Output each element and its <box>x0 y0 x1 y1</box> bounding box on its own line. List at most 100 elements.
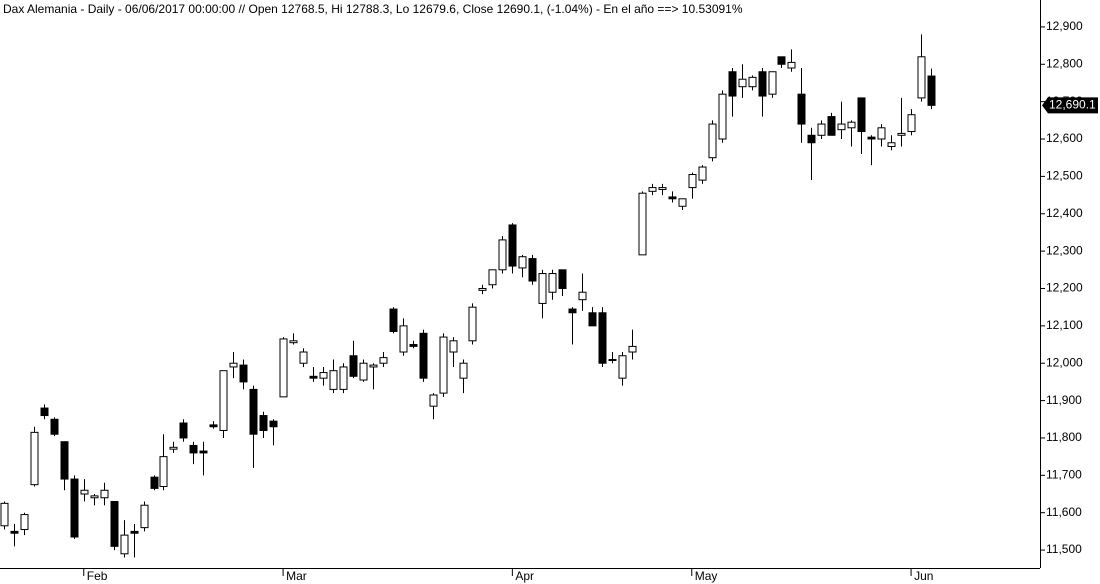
candle-body <box>239 364 248 383</box>
x-tick-label: May <box>695 569 718 583</box>
y-tick-label: 12,500 <box>1046 169 1083 183</box>
candle-body <box>628 345 637 353</box>
candle-body <box>917 56 926 99</box>
candle-body <box>668 196 677 200</box>
candle-body <box>339 366 348 390</box>
candle-body <box>289 340 298 344</box>
candle-body <box>837 123 846 131</box>
candle-body <box>120 534 129 555</box>
x-tick-label: Mar <box>286 569 307 583</box>
candle-body <box>588 312 597 327</box>
y-tick-label: 12,000 <box>1046 355 1083 369</box>
candle-body <box>488 269 497 286</box>
candle-body <box>40 407 49 417</box>
candle-body <box>70 478 79 538</box>
candle-body <box>498 239 507 271</box>
candle-body <box>698 166 707 181</box>
candle-body <box>249 388 258 435</box>
candle-body <box>110 500 119 547</box>
candle-body <box>179 422 188 439</box>
y-tick-label: 12,800 <box>1046 56 1083 70</box>
y-tick-label: 12,200 <box>1046 281 1083 295</box>
y-tick-label: 11,600 <box>1046 505 1082 519</box>
candle-body <box>638 192 647 256</box>
candle-body <box>558 269 567 289</box>
candle-body <box>797 93 806 125</box>
candle-body <box>618 355 627 379</box>
candle-body <box>847 121 856 129</box>
candle-body <box>150 476 159 489</box>
candle-body <box>748 76 757 88</box>
candle-body <box>279 338 288 398</box>
candle-body <box>100 489 109 499</box>
candle-body <box>429 394 438 407</box>
candle-body <box>329 370 338 390</box>
candle-body <box>777 56 786 65</box>
candle-body <box>877 127 886 140</box>
candle-body <box>538 273 547 304</box>
candle-body <box>907 114 916 133</box>
x-tick-label: Apr <box>515 569 534 583</box>
candle-body <box>90 495 99 499</box>
candle-body <box>359 362 368 381</box>
candle-body <box>439 336 448 394</box>
candle-body <box>309 375 318 379</box>
chart-title: Dax Alemania - Daily - 06/06/2017 00:00:… <box>3 2 743 16</box>
last-price-marker <box>1042 97 1098 114</box>
candle-body <box>518 256 527 269</box>
candle-body <box>568 308 577 314</box>
y-tick-label: 11,500 <box>1046 542 1082 556</box>
candle-body <box>169 446 178 450</box>
y-tick-label: 12,400 <box>1046 206 1083 220</box>
candle-body <box>827 116 836 136</box>
candle-body <box>80 489 89 495</box>
candle-body <box>578 291 587 301</box>
candle-body <box>738 78 747 88</box>
y-tick-label: 11,700 <box>1046 467 1082 481</box>
candle-body <box>259 415 268 431</box>
x-tick-label: Feb <box>87 569 108 583</box>
candle-body <box>319 372 328 379</box>
candle-body <box>817 123 826 136</box>
candle-body <box>728 71 737 97</box>
candle-body <box>60 441 69 480</box>
candle-body <box>688 174 697 189</box>
candle-body <box>768 71 777 95</box>
y-tick-label: 12,600 <box>1046 131 1083 145</box>
candle-body <box>648 187 657 192</box>
candle-body <box>658 187 667 190</box>
candle-body <box>399 325 408 353</box>
candle-body <box>130 530 139 534</box>
candle-body <box>389 308 398 332</box>
candle-body <box>897 132 906 136</box>
candle-body <box>50 418 59 435</box>
candle-body <box>299 351 308 364</box>
candle-body <box>349 355 358 377</box>
candle-body <box>459 362 468 379</box>
candle-body <box>548 273 557 293</box>
candle-body <box>369 364 378 368</box>
candle-body <box>468 306 477 342</box>
candle-body <box>209 424 218 428</box>
candle-body <box>608 358 617 361</box>
y-tick-label: 11,900 <box>1046 393 1082 407</box>
candle-body <box>10 530 19 534</box>
candle-body <box>229 362 238 368</box>
candle-body <box>508 224 517 267</box>
last-price-label: 12,690.1 <box>1049 98 1096 112</box>
candle-body <box>708 123 717 159</box>
candle-body <box>30 431 39 486</box>
y-tick-label: 12,100 <box>1046 318 1083 332</box>
y-tick-label: 11,800 <box>1046 430 1082 444</box>
candle-body <box>159 456 168 488</box>
candle-body <box>478 287 487 291</box>
y-tick-label: 12,900 <box>1046 19 1083 33</box>
candle-body <box>140 504 149 529</box>
y-tick-label: 12,300 <box>1046 243 1083 257</box>
candle-body <box>598 312 607 364</box>
candle-body <box>379 357 388 364</box>
x-tick-label: Jun <box>914 569 933 583</box>
candle-body <box>0 502 9 527</box>
